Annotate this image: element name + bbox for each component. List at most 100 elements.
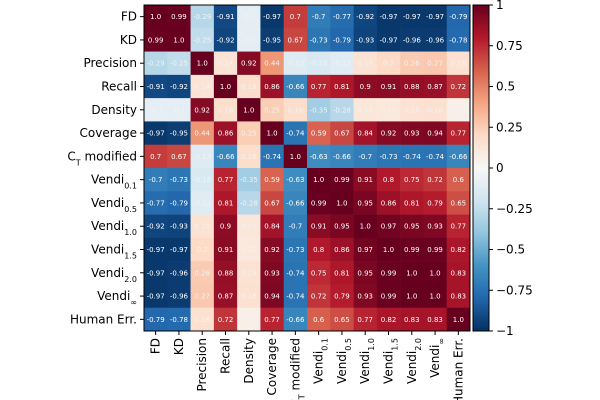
- column-label: FD: [149, 338, 163, 354]
- heatmap-cell: [237, 261, 261, 285]
- heatmap-cell: [190, 5, 215, 29]
- cell-value-label: -0.63: [310, 153, 328, 161]
- cell-value-label: 0.18: [218, 106, 234, 114]
- cell-value-label: -0.7: [312, 13, 326, 21]
- heatmap-cell: [144, 5, 168, 29]
- heatmap-cell: [307, 74, 331, 99]
- heatmap-cell: [260, 237, 285, 262]
- heatmap-cell: [237, 214, 261, 239]
- heatmap-cell: [330, 28, 354, 52]
- cell-value-label: -0.97: [147, 246, 165, 254]
- column-label: Vendi0.1: [312, 338, 330, 384]
- cell-value-label: -0.74: [263, 153, 282, 161]
- heatmap-cell: [376, 168, 401, 192]
- cell-value-label: -0.96: [170, 293, 189, 301]
- cell-value-label: -0.95: [263, 36, 281, 44]
- cell-value-label: 0.99: [381, 269, 397, 277]
- heatmap-cell: [213, 74, 238, 99]
- heatmap-cell: [283, 144, 308, 169]
- heatmap-cell: [353, 5, 378, 29]
- cell-value-label: 1.0: [267, 130, 278, 138]
- cell-value-label: 1.0: [430, 293, 441, 301]
- column-label: Vendi1.5: [382, 338, 400, 384]
- cell-value-label: -0.97: [403, 13, 421, 21]
- cell-value-label: 0.77: [357, 316, 373, 324]
- heatmap-cell: [330, 5, 354, 29]
- heatmap-cell: [376, 28, 401, 52]
- heatmap-cell: [213, 168, 238, 192]
- cell-value-label: 0.65: [451, 199, 467, 207]
- row-label: Recall: [101, 80, 137, 94]
- heatmap-cell: [446, 261, 471, 285]
- cell-value-label: 0.84: [264, 223, 280, 231]
- heatmap-cell: [330, 121, 354, 146]
- heatmap-cell: [423, 237, 448, 262]
- heatmap-cell: [167, 28, 191, 52]
- heatmap-cell: [307, 284, 331, 309]
- cell-value-label: 0.77: [264, 316, 280, 324]
- heatmap-cell: [190, 284, 215, 309]
- heatmap-cell: [307, 191, 331, 215]
- heatmap-cell: [190, 121, 215, 146]
- heatmap-cell: [353, 121, 378, 146]
- colorbar: 1 0.75 0.5 0.25 0 −0.25 −0.5 −0.75 −1: [472, 0, 533, 338]
- heatmap-cell: [330, 168, 354, 192]
- heatmap-cell: [446, 284, 471, 309]
- heatmap-cell: [353, 144, 378, 169]
- cell-value-label: -0.74: [426, 153, 445, 161]
- heatmap-cell: [237, 144, 261, 169]
- heatmap-cell: [144, 284, 168, 309]
- heatmap-cell: [353, 307, 378, 332]
- heatmap-cell: [376, 214, 401, 239]
- heatmap-cell: [353, 261, 378, 285]
- cell-value-label: 0.44: [264, 60, 280, 68]
- cell-value-label: 0.77: [451, 223, 467, 231]
- heatmap-cell: [376, 98, 401, 122]
- cell-value-label: 0.8: [313, 246, 324, 254]
- heatmap-cell: [260, 214, 285, 239]
- heatmap-cell: [260, 98, 285, 122]
- cell-value-label: -0.66: [449, 153, 468, 161]
- cell-value-label: 0.92: [241, 60, 257, 68]
- heatmap-cell: [283, 284, 308, 309]
- heatmap-cell: [190, 51, 215, 76]
- heatmap-cell: [190, 74, 215, 99]
- cell-value-label: 0.11: [381, 106, 397, 114]
- cell-value-label: 0.88: [218, 269, 234, 277]
- cell-value-label: -0.1: [149, 106, 163, 114]
- heatmap-cell: [376, 121, 401, 146]
- heatmap-cell: [353, 168, 378, 192]
- heatmap-cell: [167, 121, 191, 146]
- cell-value-label: 0.15: [357, 60, 373, 68]
- cell-value-label: 1.0: [406, 293, 417, 301]
- heatmap-cell: [237, 168, 261, 192]
- cell-value-label: 0.97: [381, 223, 397, 231]
- heatmap-cell: [400, 5, 424, 29]
- heatmap-cell: [330, 144, 354, 169]
- heatmap-cell: [423, 307, 448, 332]
- heatmap-cell: [423, 168, 448, 192]
- heatmap-cell: [446, 214, 471, 239]
- cell-value-label: -0.92: [170, 83, 188, 91]
- heatmap-cell: [213, 28, 238, 52]
- heatmap-cell: [307, 28, 331, 52]
- heatmap-cell: [213, 191, 238, 215]
- cell-value-label: -0.79: [449, 13, 467, 21]
- cell-value-label: 0.82: [451, 246, 467, 254]
- heatmap-cell: [260, 74, 285, 99]
- cell-value-label: 0.27: [194, 293, 210, 301]
- cell-value-label: -0.95: [170, 130, 188, 138]
- cell-value-label: 0.93: [427, 223, 443, 231]
- cell-value-label: 1.0: [336, 199, 347, 207]
- cell-value-label: -0.16: [310, 60, 329, 68]
- heatmap-cell: [237, 98, 261, 122]
- cell-value-label: -0.97: [147, 130, 165, 138]
- cell-value-label: -0.66: [216, 153, 235, 161]
- heatmap-cell: [260, 28, 285, 52]
- cell-value-label: -0.73: [286, 246, 304, 254]
- cell-value-label: -0.74: [286, 269, 305, 277]
- row-label: Vendi0.5: [91, 196, 137, 214]
- cell-value-label: 1.0: [220, 83, 231, 91]
- colorbar-tick-label: −1: [496, 324, 514, 338]
- cell-value-label: 1.0: [243, 106, 254, 114]
